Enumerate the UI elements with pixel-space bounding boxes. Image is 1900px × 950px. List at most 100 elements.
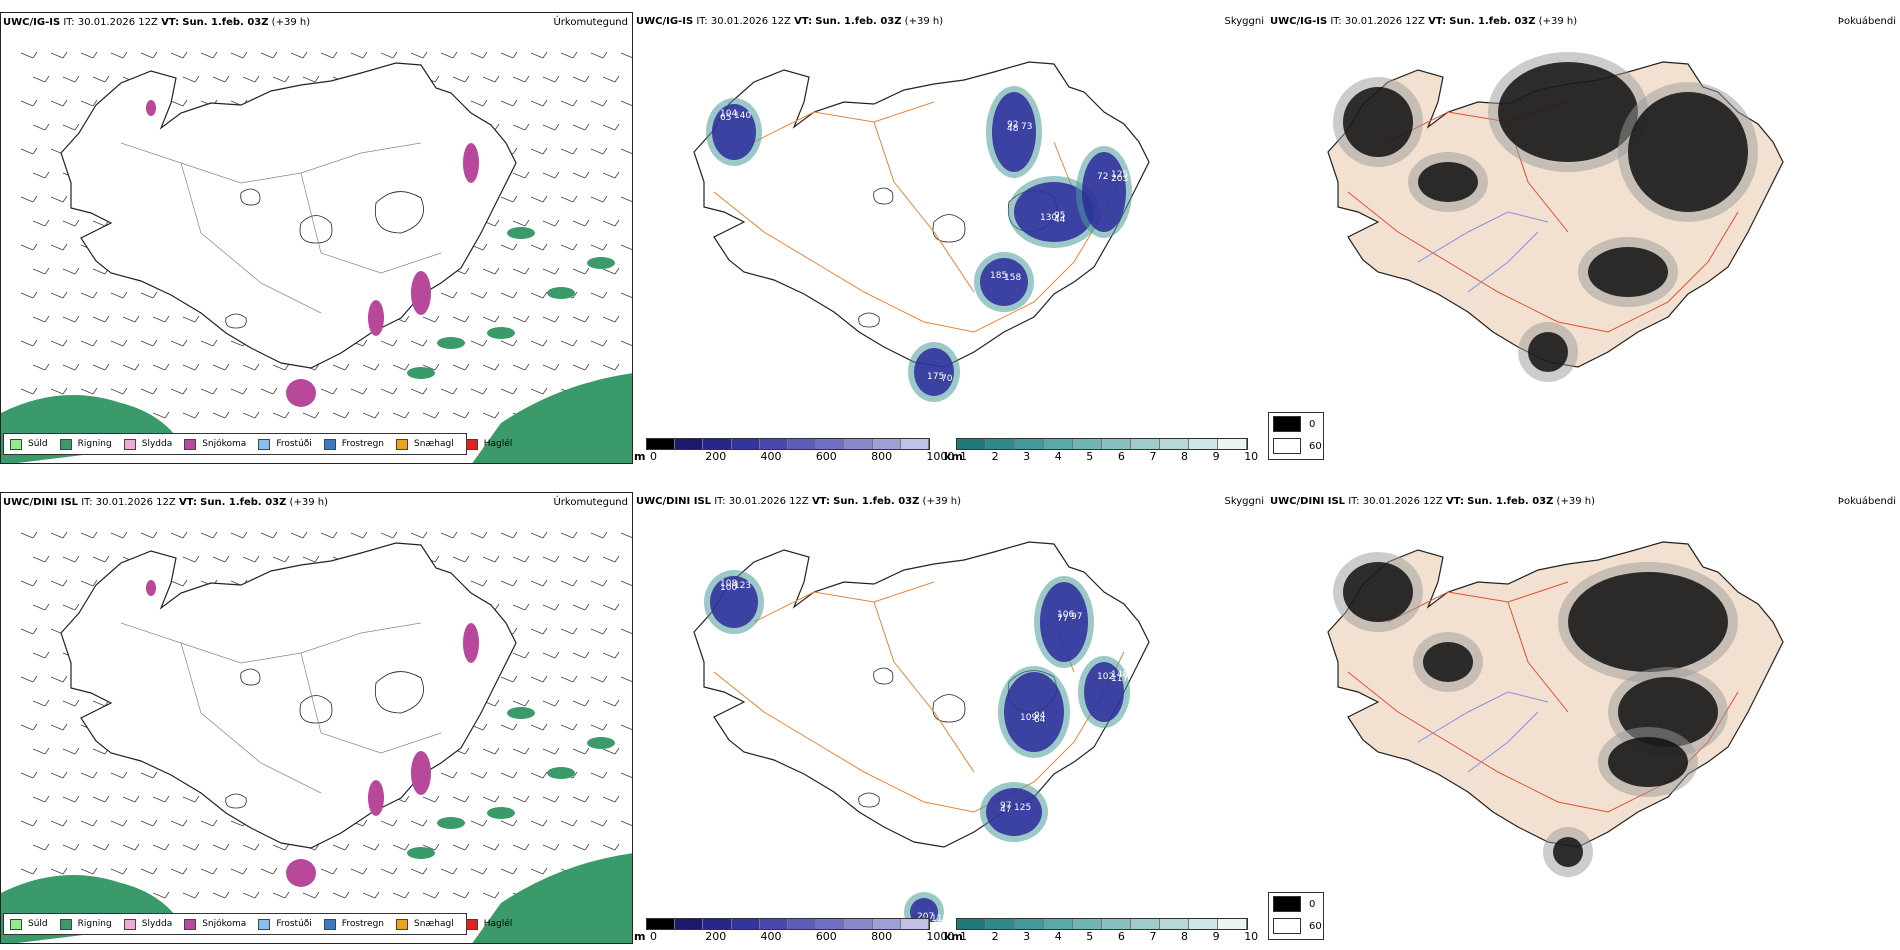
vis-label: 117 xyxy=(1111,674,1128,684)
colorbar-tick: 1 xyxy=(960,450,967,463)
colorbar-tick: 3 xyxy=(1023,450,1031,463)
vis-label: 97 xyxy=(1000,801,1011,811)
cloud-legend-swatch xyxy=(1273,896,1301,912)
colorbar-tick: 600 xyxy=(815,930,837,943)
legend-item: Frostúði xyxy=(258,918,312,930)
colorbar-tick: 10 xyxy=(1244,450,1259,463)
visibility-map: 104 92 95 125 185 175 140 73 130 72 158 70 65 48 44 203 xyxy=(693,61,1150,402)
legend-label: Rigning xyxy=(77,439,112,449)
legend-label: Snjókoma xyxy=(202,919,247,929)
colorbar-segment xyxy=(1218,439,1247,449)
colorbar-tick: 4 xyxy=(1054,450,1062,463)
colorbar-segment xyxy=(788,439,817,449)
vis-label: 115 xyxy=(931,914,948,922)
legend-swatch xyxy=(465,438,478,450)
colorbar-tick: 0 xyxy=(650,930,657,943)
legend-swatch xyxy=(258,438,271,450)
legend-label: Slydda xyxy=(141,439,173,449)
colorbar-tick: 9 xyxy=(1212,450,1220,463)
vis-label: 203 xyxy=(1111,174,1128,184)
colorbar-segment xyxy=(900,919,930,929)
legend-swatch xyxy=(59,438,72,450)
colorbar-segment xyxy=(957,439,986,449)
vis-label: 123 xyxy=(734,581,751,591)
cloud-legend-swatch xyxy=(1273,438,1301,454)
colorbar-segment xyxy=(1102,919,1131,929)
colorbar-segment xyxy=(1131,919,1160,929)
vis-label: 94 xyxy=(1034,711,1046,721)
precip-legend: Súld Rigning Slydda Snjókoma Frostúði Frostre… xyxy=(3,913,512,935)
panel-title: UWC/DINI ISL IT: 30.01.2026 12Z VT: Sun.… xyxy=(1270,496,1595,507)
vis-label: 175 xyxy=(927,372,944,382)
colorbar-segment xyxy=(1044,919,1073,929)
vis-label: 148 xyxy=(1111,670,1128,680)
vis-label: 109 xyxy=(1020,713,1037,723)
precip-legend: Súld Rigning Slydda Snjókoma Frostúði Frostre… xyxy=(3,433,512,455)
colorbar-tick: 1000 xyxy=(926,930,955,943)
legend-item: Snæhagl xyxy=(396,918,454,930)
colorbar-tick: 800 xyxy=(871,930,893,943)
precip-type-panel-top: UWC/IG-IS IT: 30.01.2026 12Z VT: Sun. 1.… xyxy=(0,12,633,464)
legend-label: Slydda xyxy=(141,919,173,929)
cloud-legend-swatch xyxy=(1273,918,1301,934)
panel-title: UWC/IG-IS IT: 30.01.2026 12Z VT: Sun. 1.… xyxy=(1270,16,1578,27)
colorbar-tick: 0 xyxy=(650,450,657,463)
vis-label: 65 xyxy=(720,113,731,123)
colorbar-segment xyxy=(872,919,901,929)
legend-label: Súld xyxy=(28,919,48,929)
colorbar-tick: 1000 xyxy=(926,450,955,463)
colorbar-unit: m xyxy=(634,450,646,463)
colorbar-segment xyxy=(647,919,676,929)
colorbar-tick: 7 xyxy=(1149,930,1157,943)
visibility-panel-bottom: UWC/DINI ISL IT: 30.01.2026 12Z VT: Sun.… xyxy=(634,492,1268,944)
legend-swatch xyxy=(10,918,22,930)
panel-field-name: Þokuábendi xyxy=(1837,496,1896,507)
vis-label: 70 xyxy=(941,374,953,384)
colorbar-tick: 600 xyxy=(815,450,837,463)
colorbar-segment xyxy=(1073,919,1102,929)
cloud-legend: 0 60 xyxy=(1268,412,1324,460)
colorbar-segment xyxy=(731,439,760,449)
colorbar-tick: 6 xyxy=(1117,450,1125,463)
colorbar-tick: 10 xyxy=(1244,930,1259,943)
panel-field-name: Þokuábendi xyxy=(1837,16,1896,27)
colorbar-tick: 7 xyxy=(1149,450,1157,463)
colorbar-unit: km xyxy=(944,450,963,463)
legend-label: Frostregn xyxy=(341,919,385,929)
cloud-legend-row: 60 xyxy=(1269,435,1323,457)
colorbar-tick: 6 xyxy=(1117,930,1125,943)
colorbar-tick: 8 xyxy=(1181,930,1189,943)
vis-label: 77 xyxy=(1057,614,1068,624)
colorbar-segment xyxy=(788,919,817,929)
colorbar-segment xyxy=(675,919,704,929)
precip-map xyxy=(1,531,632,943)
legend-item: Frostúði xyxy=(258,438,312,450)
colorbar-segment xyxy=(872,439,901,449)
colorbar-tick: 2 xyxy=(991,450,999,463)
colorbar-tick: 4 xyxy=(1054,930,1062,943)
colorbar-tick: 5 xyxy=(1086,930,1094,943)
height-colorbar: m 0 200 400 600 800 1000 xyxy=(634,916,954,944)
colorbar-strip xyxy=(956,438,1248,450)
visibility-panel-top: UWC/IG-IS IT: 30.01.2026 12Z VT: Sun. 1.… xyxy=(634,12,1268,464)
legend-label: Frostúði xyxy=(276,439,312,449)
height-colorbar: m 0 200 400 600 800 1000 xyxy=(634,436,954,464)
panel-title: UWC/IG-IS IT: 30.01.2026 12Z VT: Sun. 1.… xyxy=(3,17,311,28)
colorbar-unit: m xyxy=(634,930,646,943)
legend-label: Haglél xyxy=(483,919,513,929)
cloud-map xyxy=(1327,541,1784,877)
cloud-legend-label: 60 xyxy=(1309,920,1322,932)
legend-label: Snæhagl xyxy=(414,919,454,929)
colorbar-segment xyxy=(703,919,732,929)
legend-item: Snæhagl xyxy=(396,438,454,450)
legend-swatch xyxy=(323,438,336,450)
legend-item: Rigning xyxy=(59,918,112,930)
vis-label: 125 xyxy=(1014,803,1031,813)
colorbar-tick: 400 xyxy=(760,450,782,463)
legend-item: Rigning xyxy=(59,438,112,450)
legend-label: Haglél xyxy=(483,439,513,449)
vis-label: 158 xyxy=(1004,273,1021,283)
cloud-panel-top: UWC/IG-IS IT: 30.01.2026 12Z VT: Sun. 1.… xyxy=(1268,12,1900,464)
colorbar-segment xyxy=(1015,919,1044,929)
vis-label: 106 xyxy=(1057,610,1074,620)
